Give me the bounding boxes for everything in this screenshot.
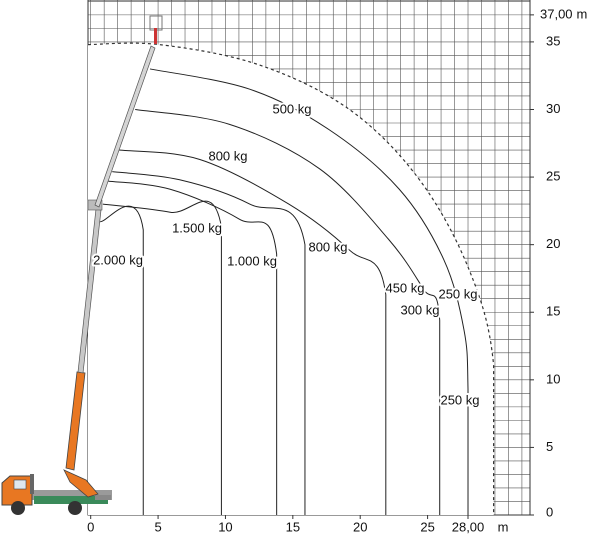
- outrigger: [95, 495, 111, 500]
- y-tick-label: 35: [546, 33, 560, 48]
- truck: [1, 15, 163, 515]
- x-tick-label: 25: [420, 519, 434, 534]
- y-tick-label: 15: [546, 304, 560, 319]
- x-tick-label: 5: [154, 519, 161, 534]
- cab-window: [13, 479, 27, 490]
- load-curve: [112, 171, 306, 515]
- y-tick-label: 5: [546, 439, 553, 454]
- load-curve: [102, 200, 222, 515]
- load-label: 800 kg: [308, 239, 347, 254]
- boom-lower: [65, 371, 86, 471]
- basket: [149, 15, 163, 31]
- wheel: [68, 501, 82, 515]
- x-tick-label: 10: [218, 519, 232, 534]
- load-label: 250 kg: [440, 392, 479, 407]
- envelope-area: [88, 43, 494, 516]
- load-curve: [135, 108, 441, 515]
- load-label: 450 kg: [385, 280, 424, 295]
- y-tick-label: 20: [546, 236, 560, 251]
- x-tick-label: 28,00: [452, 519, 485, 534]
- load-curve: [149, 68, 469, 515]
- x-tick-label: 15: [286, 519, 300, 534]
- wheel: [11, 501, 25, 515]
- exhaust: [30, 474, 34, 494]
- y-tick-label: 25: [546, 169, 560, 184]
- y-tick-label: 10: [546, 371, 560, 386]
- load-label: 500 kg: [272, 101, 311, 116]
- load-curve: [108, 180, 278, 515]
- y-tick-label: 0: [546, 504, 553, 519]
- load-label: 250 kg: [438, 286, 477, 301]
- x-tick-label: 20: [353, 519, 367, 534]
- boom-upper: [94, 45, 156, 208]
- chassis: [30, 490, 112, 500]
- load-curve: [118, 149, 387, 515]
- basket-arm: [154, 28, 157, 44]
- x-tick-label: 0: [87, 519, 94, 534]
- load-label: 1.000 kg: [227, 253, 277, 268]
- chassis-stripe: [34, 496, 108, 504]
- y-unit: m: [577, 6, 588, 21]
- load-label: 1.500 kg: [172, 220, 222, 235]
- x-unit: m: [498, 519, 509, 534]
- labels: 0 5 10 15 20 25 28,00 m 0 5 10 15 20 25 30 35 37,00 m 500 …: [87, 6, 587, 534]
- load-label: 2.000 kg: [93, 252, 143, 267]
- load-label: 300 kg: [400, 302, 439, 317]
- y-tick-label: 30: [546, 101, 560, 116]
- load-curve: [100, 205, 144, 515]
- load-label: 800 kg: [208, 148, 247, 163]
- y-tick-label: 37,00: [540, 6, 573, 21]
- plot: [87, 42, 495, 516]
- boom-base: [63, 469, 99, 498]
